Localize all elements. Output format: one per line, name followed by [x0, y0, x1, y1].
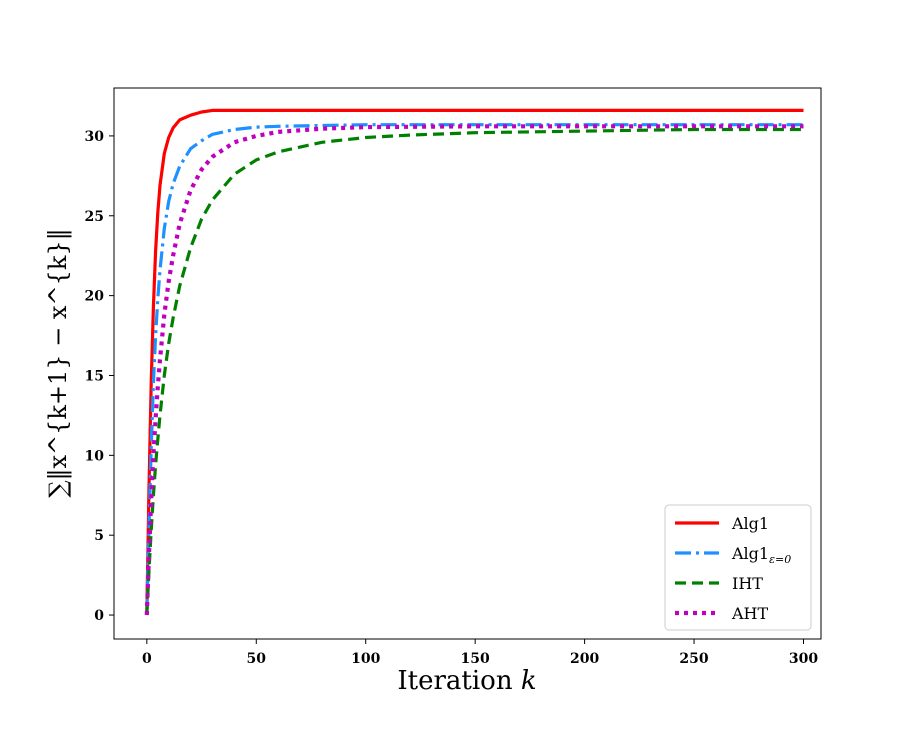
y-tick-label: 10	[85, 448, 105, 464]
y-tick-label: 15	[85, 368, 104, 384]
x-tick-label: 300	[789, 651, 818, 667]
y-tick-label: 20	[85, 289, 105, 305]
x-tick-label: 50	[247, 651, 267, 667]
x-axis-label: Iteration k	[397, 666, 536, 696]
legend-items: Alg1 Alg1ε=0 IHT AHT	[675, 514, 791, 623]
series-line-0	[145, 108, 804, 616]
plot-frame	[113, 87, 822, 640]
y-tick-label: 30	[85, 129, 105, 145]
series-line-2	[145, 127, 804, 616]
series-layer	[144, 108, 804, 616]
legend-entry-2: IHT	[732, 574, 763, 593]
y-tick-label: 5	[94, 528, 104, 544]
legend-subscript-1: ε=0	[769, 553, 791, 566]
x-axis-label-variable: k	[521, 666, 537, 696]
x-tick-label: 150	[461, 651, 490, 667]
y-tick-label: 25	[85, 209, 104, 225]
legend: Alg1 Alg1ε=0 IHT AHT	[664, 504, 812, 631]
x-axis-ticks: 0 50 100 150 200 250 300	[142, 639, 818, 667]
legend-box	[664, 504, 812, 631]
x-tick-label: 250	[679, 651, 708, 667]
x-axis-label-text: Iteration	[397, 666, 512, 696]
x-tick-label: 0	[142, 651, 152, 667]
y-axis-label: ∑‖x^{k+1} − x^{k}‖	[44, 228, 73, 497]
y-axis-ticks: 0 5 10 15 20 25 30	[85, 129, 114, 624]
series-line-1	[145, 123, 804, 616]
legend-entry-3: AHT	[731, 604, 769, 623]
x-tick-label: 200	[570, 651, 599, 667]
y-tick-label: 0	[94, 608, 104, 624]
legend-entry-0: Alg1	[731, 514, 769, 533]
x-tick-label: 100	[351, 651, 380, 667]
legend-entry-1: Alg1ε=0	[731, 544, 791, 566]
